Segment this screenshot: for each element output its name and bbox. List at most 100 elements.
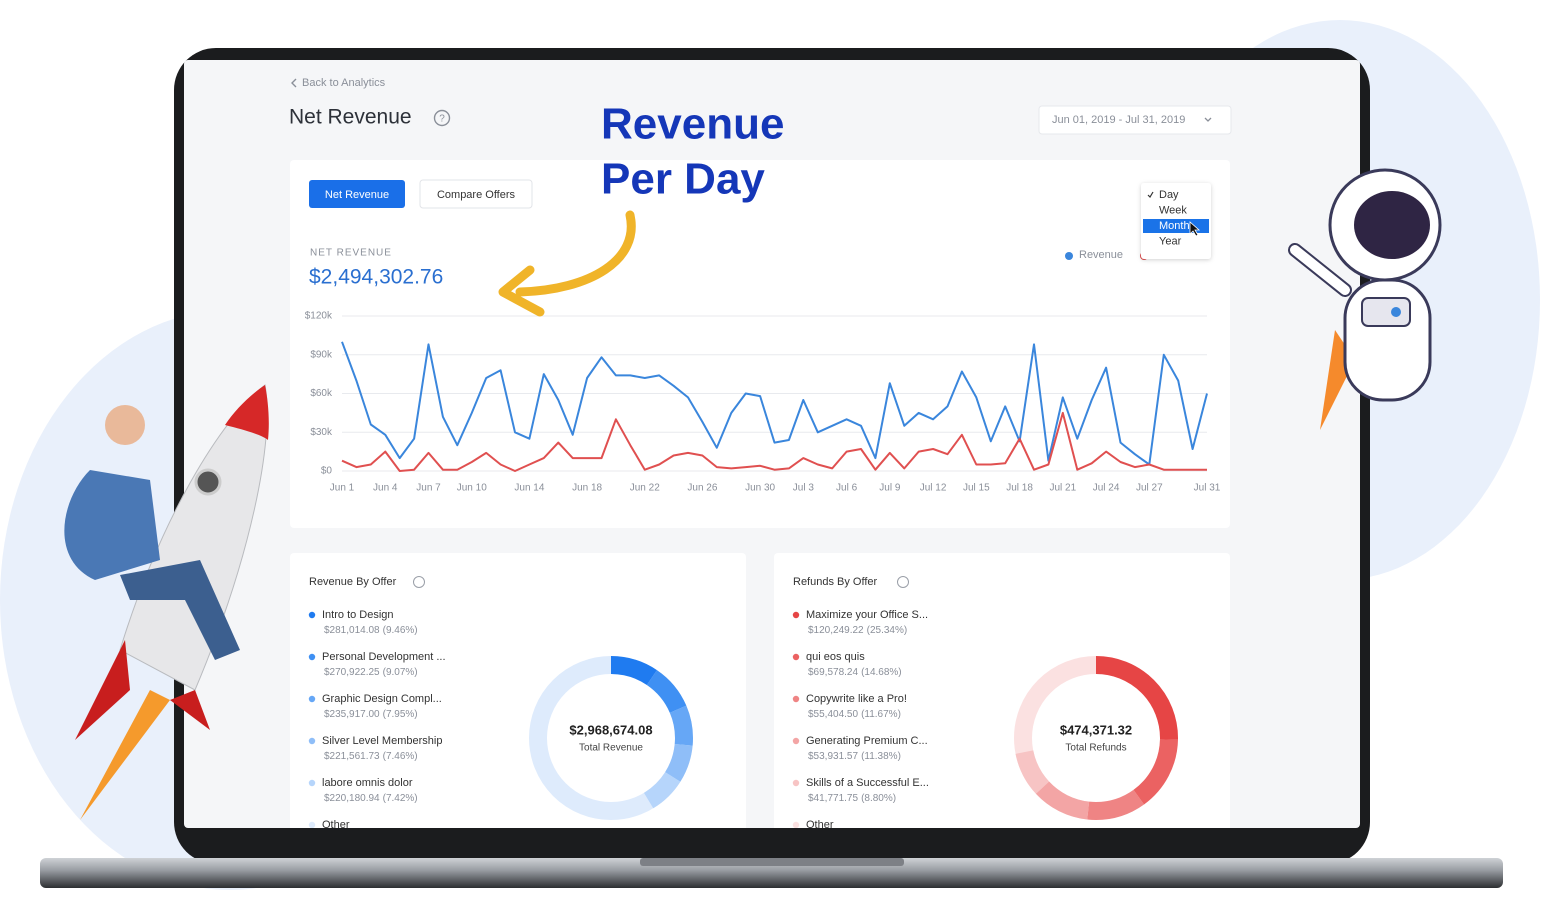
amount: $270,922.25 — [324, 667, 380, 678]
revenue-by-offer: Revenue By Offer Intro to Design $281,014.… — [308, 576, 693, 828]
x-tick-label: Jul 21 — [1049, 483, 1076, 494]
offer-amount: $41,771.75 (8.80%) — [808, 793, 896, 804]
offer-name: Graphic Design Compl... — [322, 693, 442, 705]
legend-dot — [308, 695, 316, 703]
offer-amount: $120,249.22 (25.34%) — [808, 625, 907, 636]
menu-option[interactable]: Week — [1159, 204, 1187, 216]
help-icon[interactable] — [433, 109, 451, 127]
donut-total-label: Total Refunds — [1065, 743, 1126, 754]
offer-name: Intro to Design — [322, 609, 394, 621]
annotation: Per Day — [601, 155, 765, 204]
legend-dot — [792, 611, 800, 619]
share-label: (11.38%) — [861, 751, 901, 762]
offer-amount: $281,014.08 (9.46%) — [324, 625, 418, 636]
donut-segment — [1014, 656, 1178, 820]
y-tick-label: $120k — [305, 311, 333, 322]
x-tick-label: Jun 14 — [514, 483, 544, 494]
y-tick-label: $90k — [310, 349, 333, 360]
donut-segment — [529, 656, 693, 820]
offer-amount: $270,922.25 (9.07%) — [324, 667, 418, 678]
x-tick-label: Jul 18 — [1006, 483, 1033, 494]
donut-segment — [1014, 656, 1178, 820]
offer-amount: $220,180.94 (7.42%) — [324, 793, 418, 804]
offer-name: Copywrite like a Pro! — [806, 693, 907, 705]
annotation-arrow — [515, 210, 636, 297]
x-tick-label: Jun 4 — [373, 483, 398, 494]
legend-dot — [308, 611, 316, 619]
legend-dot — [792, 779, 800, 787]
legend-label: Revenue — [1079, 249, 1123, 261]
x-tick-label: Jun 26 — [687, 483, 717, 494]
screen: Back to Analytics Net Revenue ? Jun 01, … — [184, 60, 1360, 831]
menu-option[interactable]: Month — [1159, 220, 1190, 232]
amount: $221,561.73 — [324, 751, 380, 762]
line-series — [341, 411, 1207, 472]
back-link[interactable]: Back to Analytics — [302, 77, 386, 89]
tab[interactable] — [419, 179, 533, 209]
x-tick-label: Jul 15 — [963, 483, 990, 494]
menu-option[interactable]: Day — [1159, 189, 1179, 201]
offer-amount: $235,917.00 (7.95%) — [324, 709, 418, 720]
legend-dot — [792, 653, 800, 661]
x-tick-label: Jun 7 — [416, 483, 441, 494]
legend-dot — [308, 821, 316, 828]
share-label: (9.07%) — [383, 667, 418, 678]
legend-dot — [792, 821, 800, 828]
y-tick-label: $30k — [310, 427, 333, 438]
page-title: Net Revenue — [289, 106, 412, 129]
summary-value: $2,494,302.76 — [309, 266, 443, 289]
offer-amount: $55,404.50 (11.67%) — [808, 709, 901, 720]
donut-total: $2,968,674.08 — [569, 722, 652, 737]
chart-card — [290, 160, 1230, 528]
amount: $220,180.94 — [324, 793, 380, 804]
offer-amount: $53,931.57 (11.38%) — [808, 751, 901, 762]
x-tick-label: Jun 18 — [572, 483, 602, 494]
tab-label: Net Revenue — [325, 189, 389, 201]
share-label: (11.67%) — [861, 709, 901, 720]
help-icon-glyph: ? — [439, 114, 445, 125]
share-label: (25.34%) — [867, 625, 908, 636]
legend-swatch — [1065, 252, 1073, 260]
line-series — [341, 341, 1208, 466]
legend-dot — [792, 737, 800, 745]
share-label: (7.95%) — [383, 709, 418, 720]
tab-active[interactable] — [309, 180, 405, 208]
amount: $53,931.57 — [808, 751, 858, 762]
offer-name: Other — [806, 819, 834, 831]
x-tick-label: Jul 6 — [836, 483, 858, 494]
x-tick-label: Jul 31 — [1194, 483, 1221, 494]
date-range-picker[interactable] — [1038, 105, 1232, 135]
back-chevron — [291, 78, 297, 88]
offer-name: Skills of a Successful E... — [806, 777, 929, 789]
share-label: (7.46%) — [383, 751, 418, 762]
x-tick-label: Jul 9 — [879, 483, 901, 494]
revenue-card — [290, 553, 746, 828]
legend-dot — [792, 695, 800, 703]
offer-name: qui eos quis — [806, 651, 865, 663]
legend-dot — [308, 779, 316, 787]
x-tick-label: Jun 1 — [330, 483, 355, 494]
amount: $69,578.24 — [808, 667, 858, 678]
share-label: (14.68%) — [861, 667, 902, 678]
menu-option[interactable]: Year — [1159, 235, 1182, 247]
share-label: (8.80%) — [861, 793, 896, 804]
x-tick-label: Jul 27 — [1136, 483, 1163, 494]
amount: $120,249.22 — [808, 625, 864, 636]
section-title: Refunds By Offer — [793, 576, 878, 588]
annotation: Revenue — [601, 100, 784, 149]
summary-label: NET REVENUE — [310, 248, 392, 259]
annotation-arrowhead — [498, 265, 545, 317]
help-icon — [897, 576, 909, 588]
offer-amount: $221,561.73 (7.46%) — [324, 751, 418, 762]
donut-total: $474,371.32 — [1060, 722, 1132, 737]
refunds-by-offer: Refunds By Offer Maximize your Office S..… — [792, 576, 1178, 831]
rocket-illustration — [64, 384, 269, 820]
x-tick-label: Jul 3 — [793, 483, 815, 494]
date-chevron — [1204, 117, 1212, 122]
share-label: (9.46%) — [383, 625, 418, 636]
share-label: (7.42%) — [383, 793, 418, 804]
offer-name: labore omnis dolor — [322, 777, 413, 789]
astronaut-illustration — [1288, 168, 1442, 430]
menu-check — [1147, 191, 1154, 198]
